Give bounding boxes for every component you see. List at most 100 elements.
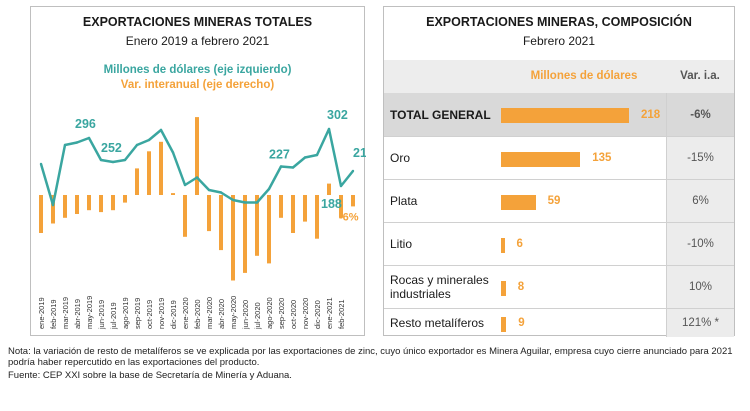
line-point (39, 162, 43, 166)
var-bar (339, 195, 343, 218)
x-tick-label: jul-2020 (253, 302, 262, 330)
value-label: 59 (547, 195, 561, 207)
exports-chart: 188218227252296302-6%ene-2019feb-2019mar… (37, 108, 366, 330)
var-bar (159, 141, 163, 195)
var-bar (111, 195, 115, 211)
var-bar (291, 195, 295, 233)
value-label: 9 (518, 317, 525, 329)
line-point (267, 187, 271, 191)
table-row: Rocas y minerales industriales 8 10% (384, 265, 734, 308)
x-tick-label: mar-2020 (205, 297, 214, 329)
var-bar (279, 195, 283, 218)
x-tick-label: jul-2019 (109, 302, 118, 330)
var-bar (135, 168, 139, 195)
table-row: Resto metalíferos 9 121% * (384, 308, 734, 337)
var-bar (219, 195, 223, 251)
value-bar (501, 316, 507, 332)
legend-line-label: Millones de dólares (eje izquierdo) (103, 64, 292, 76)
line-value-label: 188 (321, 197, 342, 211)
right-table-panel: EXPORTACIONES MINERAS, COMPOSICIÓN Febre… (383, 6, 735, 337)
var-cell: 6% (666, 180, 734, 222)
x-tick-label: mar-2019 (61, 297, 70, 329)
col-header-value: Millones de dólares (530, 70, 638, 82)
value-bar (501, 107, 629, 123)
var-bar (99, 195, 103, 213)
x-tick-label: ene-2020 (181, 297, 190, 329)
x-tick-label: feb-2020 (193, 299, 202, 329)
col-header-var: Var. i.a. (680, 70, 720, 82)
x-tick-label: may-2019 (85, 296, 94, 329)
table-header: Millones de dólares Var. i.a. (384, 60, 734, 93)
x-tick-label: ago-2020 (265, 297, 274, 329)
line-point (339, 184, 343, 188)
line-value-label: 296 (75, 117, 96, 131)
x-tick-label: oct-2020 (289, 300, 298, 329)
x-tick-label: oct-2019 (145, 300, 154, 329)
value-label: 135 (592, 152, 612, 164)
var-cell: 10% (666, 266, 734, 308)
value-bar (501, 237, 505, 253)
var-bar (63, 195, 67, 218)
right-table-subtitle: Febrero 2021 (522, 34, 596, 48)
var-bar (315, 195, 319, 239)
x-tick-label: jun-2019 (97, 300, 106, 330)
row-label: Oro (390, 151, 411, 165)
x-tick-label: ago-2019 (121, 297, 130, 329)
x-tick-label: sep-2020 (277, 298, 286, 329)
line-point (351, 169, 355, 173)
line-point (279, 165, 283, 168)
var-bar (87, 195, 91, 211)
left-chart-title: EXPORTACIONES MINERAS TOTALES (82, 15, 313, 29)
table-row: Litio 6 -10% (384, 222, 734, 265)
var-bar (75, 195, 79, 214)
value-label: 8 (517, 281, 525, 293)
x-tick-label: feb-2019 (49, 299, 58, 329)
row-label: TOTAL GENERAL (390, 107, 491, 122)
x-tick-label: ene-2021 (325, 297, 334, 329)
x-tick-label: abr-2020 (217, 299, 226, 329)
row-label: Plata (390, 194, 418, 208)
var-bar (327, 183, 331, 195)
legend-bar-label: Var. interanual (eje derecho) (120, 79, 275, 91)
var-bar (267, 195, 271, 264)
table-row-total: TOTAL GENERAL 218 -6% (384, 93, 734, 136)
line-point (255, 201, 259, 204)
value-bar (501, 151, 581, 167)
x-tick-label: dic-2019 (169, 300, 178, 329)
line-point (219, 191, 223, 194)
line-point (111, 160, 115, 164)
row-label: Rocas y minerales industriales (390, 273, 489, 301)
line-point (63, 143, 67, 147)
source-note: Fuente: CEP XXI sobre la base de Secreta… (8, 370, 292, 381)
line-point (243, 201, 247, 204)
x-tick-label: feb-2021 (337, 299, 346, 329)
line-point (135, 143, 139, 147)
line-point (315, 153, 319, 157)
line-point (87, 136, 91, 140)
var-bar (303, 195, 307, 222)
var-bar (195, 117, 199, 195)
x-tick-label: nov-2020 (301, 298, 310, 329)
table-row: Oro 135 -15% (384, 136, 734, 179)
line-point (195, 176, 199, 179)
line-point (147, 138, 151, 142)
line-point (51, 203, 55, 207)
var-bar (183, 195, 187, 237)
line-point (99, 158, 103, 162)
var-bar (147, 151, 151, 195)
x-tick-label: jun-2020 (241, 300, 250, 330)
value-bar (501, 194, 536, 210)
table-row: Plata 59 6% (384, 179, 734, 222)
var-bar (123, 195, 127, 203)
line-point (159, 128, 163, 132)
row-label: Resto metalíferos (390, 316, 485, 330)
var-cell: -15% (666, 137, 734, 179)
row-label: Litio (390, 237, 413, 251)
line-point (207, 188, 211, 192)
value-bar (501, 280, 506, 296)
x-tick-label: may-2020 (229, 296, 238, 329)
line-value-label: 302 (327, 108, 348, 122)
var-bar (243, 195, 247, 273)
x-tick-label: ene-2019 (37, 297, 46, 329)
footnote: Nota: la variación de resto de metalífer… (8, 346, 733, 368)
